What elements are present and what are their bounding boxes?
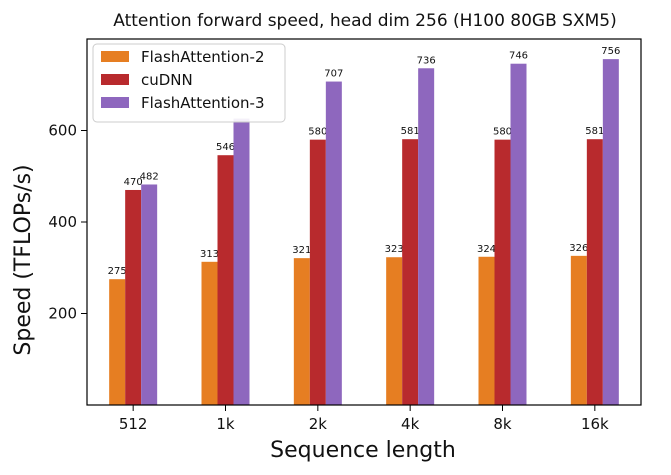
bar-flashattention-2-8k (478, 256, 495, 405)
bar-flashattention-2-4k (386, 257, 403, 405)
x-axis: 512 1k 2k 4k 8k 16k (119, 405, 609, 433)
data-label: 756 (601, 46, 620, 57)
x-tick-label: 16k (581, 415, 609, 433)
data-label: 736 (417, 55, 436, 66)
x-tick-label: 8k (493, 415, 512, 433)
y-tick-label: 200 (48, 305, 77, 323)
bar-flashattention-3-1k (233, 118, 250, 405)
data-label: 313 (200, 249, 219, 260)
data-label: 323 (385, 244, 404, 255)
legend-box (92, 43, 286, 123)
legend-swatch (101, 97, 129, 108)
data-label: 580 (308, 127, 327, 138)
bar-flashattention-2-1k (201, 261, 218, 405)
legend-swatch (101, 51, 129, 62)
data-label: 326 (569, 243, 588, 254)
x-axis-label: Sequence length (270, 438, 456, 463)
bar-flashattention-3-2k (325, 81, 342, 406)
data-label: 321 (292, 245, 311, 256)
bar-cudnn-16k (586, 139, 603, 405)
x-tick-label: 512 (119, 415, 148, 433)
data-label: 581 (401, 126, 420, 137)
data-label: 746 (509, 51, 528, 62)
bar-flashattention-2-16k (570, 255, 587, 405)
chart-title: Attention forward speed, head dim 256 (H… (113, 11, 616, 31)
legend: FlashAttention-2 cuDNN FlashAttention-3 (92, 43, 286, 123)
bar-cudnn-8k (494, 139, 511, 405)
y-axis-label: Speed (TFLOPs/s) (11, 164, 36, 355)
data-label: 470 (124, 177, 143, 188)
data-label: 482 (140, 171, 159, 182)
bar-flashattention-3-16k (602, 59, 619, 405)
x-tick-label: 2k (309, 415, 328, 433)
legend-entry: FlashAttention-3 (141, 94, 265, 112)
data-label: 546 (216, 142, 235, 153)
bar-flashattention-3-512 (141, 184, 158, 405)
legend-swatch (101, 74, 129, 85)
legend-entry: FlashAttention-2 (141, 48, 265, 66)
y-axis: 200 400 600 (48, 122, 87, 323)
data-label: 275 (108, 266, 127, 277)
data-label: 324 (477, 244, 496, 255)
bar-cudnn-1k (217, 155, 234, 405)
bar-cudnn-4k (402, 139, 419, 405)
x-tick-label: 1k (216, 415, 235, 433)
bar-cudnn-2k (309, 139, 326, 405)
data-label: 580 (493, 127, 512, 138)
data-label: 707 (324, 69, 343, 80)
y-tick-label: 600 (48, 122, 77, 140)
legend-entry: cuDNN (141, 71, 193, 89)
plot-area: 275 313 321 323 324 326 470 546 580 581 580 581 482 7… (86, 38, 642, 406)
y-tick-label: 400 (48, 213, 77, 231)
bar-flashattention-2-2k (293, 258, 310, 405)
bar-flashattention-3-8k (510, 63, 527, 406)
bar-flashattention-3-4k (418, 68, 435, 405)
bar-flashattention-2-512 (109, 279, 126, 405)
x-tick-label: 4k (401, 415, 420, 433)
data-label: 581 (585, 126, 604, 137)
bar-cudnn-512 (125, 189, 142, 405)
